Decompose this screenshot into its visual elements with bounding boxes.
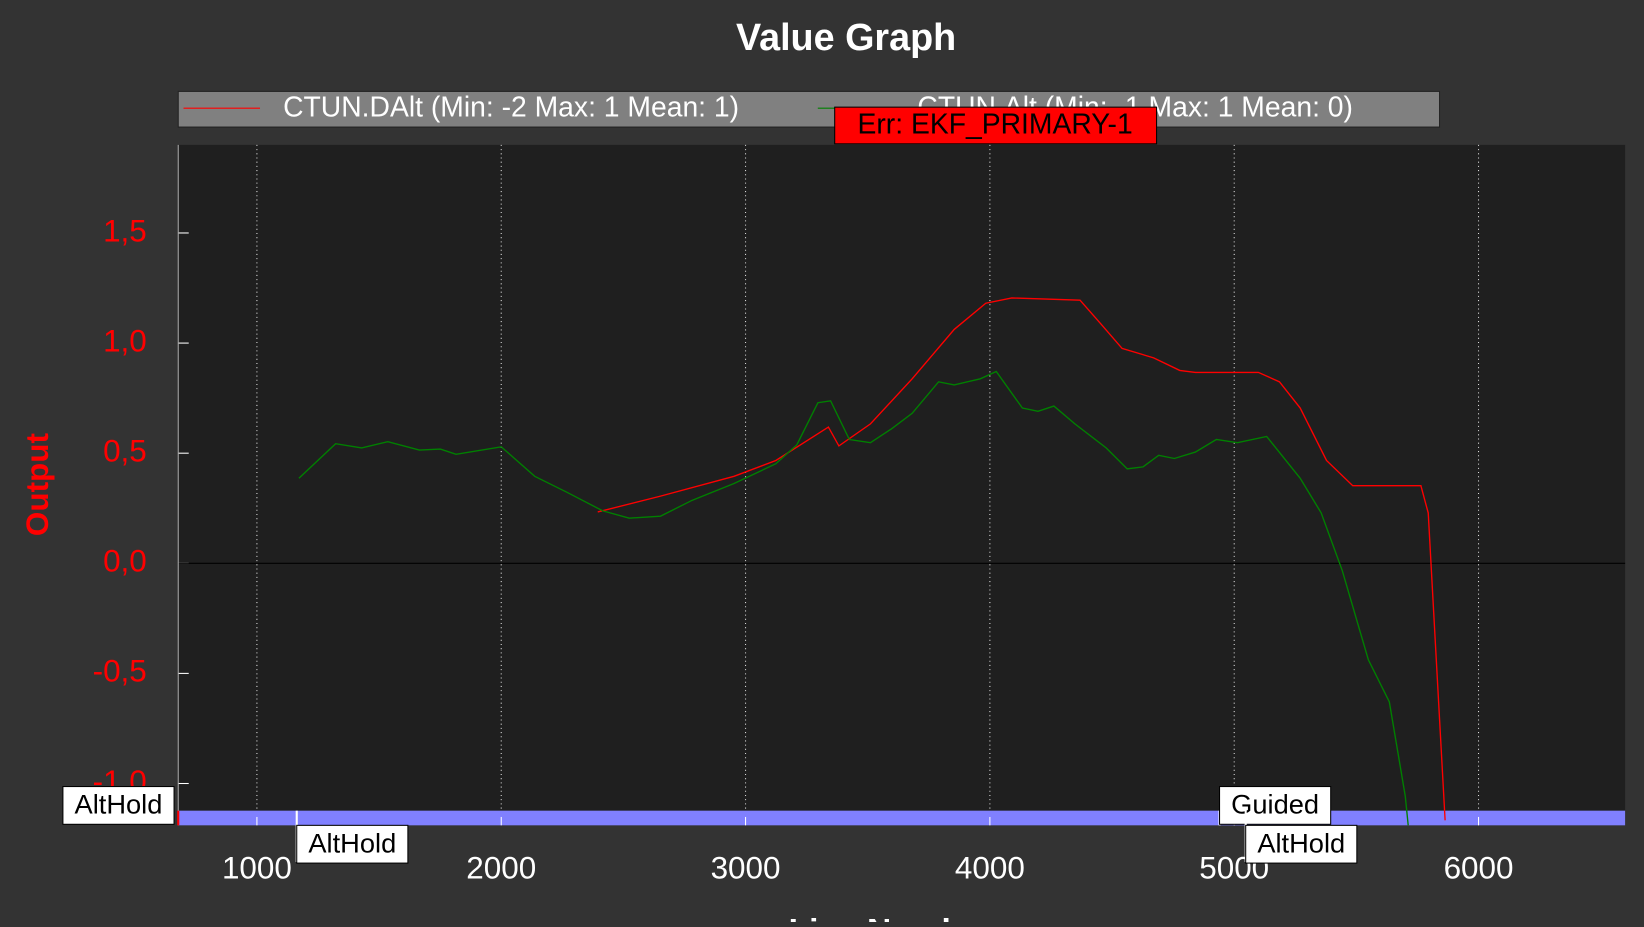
data-line	[597, 297, 1446, 821]
x-tick-label: 2000	[466, 851, 536, 886]
mode-label: AltHold	[1257, 827, 1345, 858]
legend-label: CTUN.DAlt (Min: -2 Max: 1 Mean: 1)	[283, 91, 739, 123]
y-tick-label: 0,5	[103, 433, 147, 468]
x-tick-label: 4000	[955, 851, 1025, 886]
y-tick-label: 1,0	[103, 323, 147, 358]
mode-label: AltHold	[308, 827, 396, 858]
x-axis-title: Line Number	[789, 913, 994, 922]
mode-box	[296, 824, 409, 864]
y-axis-title: Output	[20, 433, 55, 537]
legend-box	[177, 90, 1441, 128]
y-tick-label: 1,5	[103, 213, 147, 248]
mode-label: Guided	[1231, 789, 1319, 820]
mode-label: AltHold	[75, 789, 163, 820]
x-tick-label: 1000	[222, 851, 292, 886]
mode-box	[62, 786, 175, 825]
error-label: Err: EKF_PRIMARY-1	[858, 107, 1133, 139]
x-tick-label: 3000	[711, 851, 781, 886]
mode-box	[1219, 786, 1332, 825]
x-tick-label: 6000	[1444, 851, 1514, 886]
data-line	[298, 370, 1409, 826]
mode-box	[1245, 824, 1358, 864]
chart-title: Value Graph	[736, 16, 956, 58]
y-tick-label: -0,5	[93, 654, 147, 689]
error-box	[834, 106, 1158, 145]
y-tick-label: 0,0	[103, 544, 147, 579]
